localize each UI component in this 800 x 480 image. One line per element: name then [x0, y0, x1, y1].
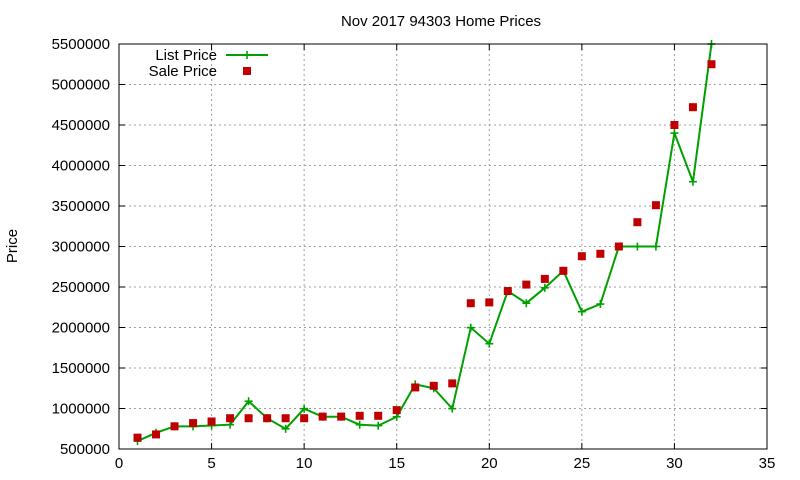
y-axis-label: Price [4, 229, 21, 263]
sale-price-point [503, 287, 512, 296]
list-price-point [300, 404, 309, 413]
sale-price-point [577, 252, 586, 261]
sale-price-point [466, 299, 475, 308]
list-price-point [281, 424, 290, 433]
x-tick-label: 25 [574, 455, 591, 472]
sale-price-point [522, 280, 531, 289]
sale-price-point [374, 411, 383, 420]
list-price-point [651, 242, 660, 251]
legend-swatch-sale-price [243, 67, 251, 75]
plot-frame [118, 43, 768, 450]
sale-price-point [559, 266, 568, 275]
sale-price-point [226, 414, 235, 423]
sale-price-point [281, 414, 290, 423]
legend-label-list-price: List Price [155, 47, 217, 64]
sale-price-point [355, 411, 364, 420]
sale-price-point [263, 414, 272, 423]
y-tick-label: 5500000 [52, 36, 110, 53]
sale-price-point [411, 383, 420, 392]
list-price-line [137, 43, 713, 442]
sale-price-point [540, 274, 549, 283]
y-tick-label: 3500000 [52, 198, 110, 215]
y-tick-label: 2500000 [52, 279, 110, 296]
list-price-point [670, 129, 679, 138]
y-tick-label: 5000000 [52, 77, 110, 94]
y-tick-label: 3000000 [52, 239, 110, 256]
sale-price-point [688, 103, 697, 112]
sale-price-point [633, 218, 642, 227]
sale-price-point [152, 430, 161, 439]
sale-price-point [707, 60, 716, 69]
list-price-point [577, 307, 586, 316]
sale-price-point [337, 412, 346, 421]
list-price-point [540, 283, 549, 292]
sale-price-point [189, 419, 198, 428]
chart-title: Nov 2017 94303 Home Prices [341, 13, 541, 30]
y-tick-label: 4000000 [52, 158, 110, 175]
y-tick-label: 2000000 [52, 320, 110, 337]
list-price-point [485, 339, 494, 348]
list-price-point [448, 404, 457, 413]
list-price-point [244, 397, 253, 406]
list-price-point [466, 323, 475, 332]
sale-price-point [429, 381, 438, 390]
list-price-point [355, 420, 364, 429]
list-price-point [596, 300, 605, 309]
sale-price-point [448, 379, 457, 388]
sale-price-point [485, 298, 494, 307]
sale-price-point [133, 433, 142, 442]
sale-price-point [596, 249, 605, 258]
x-tick-label: 30 [666, 455, 683, 472]
list-price-point [522, 299, 531, 308]
sale-price-point [318, 412, 327, 421]
x-tick-label: 0 [115, 455, 123, 472]
sale-price-point [651, 201, 660, 210]
y-tick-label: 1000000 [52, 401, 110, 418]
sale-price-point [392, 406, 401, 415]
list-price-point [688, 177, 697, 186]
x-tick-label: 5 [207, 455, 215, 472]
series-layer [133, 40, 716, 446]
x-tick-label: 20 [481, 455, 498, 472]
x-tick-label: 15 [388, 455, 405, 472]
sale-price-point [300, 414, 309, 423]
sale-price-point [244, 414, 253, 423]
sale-price-series [133, 60, 716, 442]
sale-price-point [670, 121, 679, 129]
sale-price-point [614, 242, 623, 251]
legend-marker-list-price [243, 51, 251, 59]
list-price-series [133, 40, 716, 446]
sale-price-point [207, 417, 216, 426]
sale-price-point [170, 422, 179, 431]
x-tick-label: 35 [759, 455, 776, 472]
x-tick-label: 10 [296, 455, 313, 472]
grid-lines [119, 44, 767, 449]
legend-label-sale-price: Sale Price [149, 63, 217, 80]
y-tick-label: 4500000 [52, 117, 110, 134]
list-price-point [374, 421, 383, 430]
y-tick-label: 1500000 [52, 360, 110, 377]
y-tick-label: 500000 [60, 441, 110, 458]
axis-ticks: 0 5 10 15 20 25 30 35 500000 1000000 1500000 200000… [52, 36, 776, 472]
list-price-point [633, 242, 642, 251]
